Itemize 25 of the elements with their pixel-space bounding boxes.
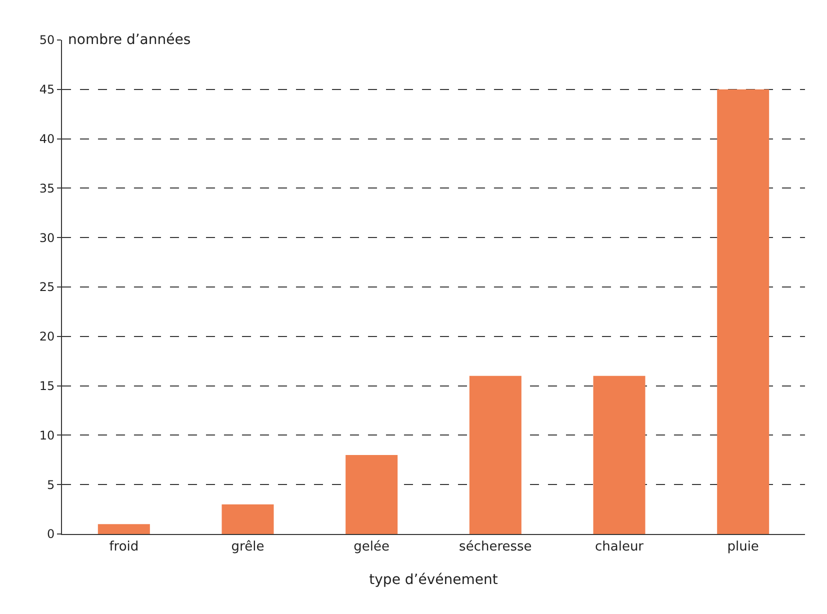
bar xyxy=(222,504,274,534)
x-tick-label: grêle xyxy=(231,540,264,555)
y-tick-label: 0 xyxy=(46,527,55,542)
y-tick-label: 35 xyxy=(39,181,55,196)
x-tick-label: froid xyxy=(109,540,139,555)
y-tick-label: 25 xyxy=(39,280,55,294)
y-tick-label: 20 xyxy=(39,330,55,344)
bar xyxy=(469,376,522,534)
x-axis-title: type d’événement xyxy=(369,572,498,588)
x-tick-label: sécheresse xyxy=(459,540,532,555)
bar xyxy=(593,376,646,534)
bar xyxy=(717,89,770,534)
x-tick-label: gelée xyxy=(354,540,390,555)
y-axis-title: nombre d’années xyxy=(68,32,191,48)
y-tick-label: 50 xyxy=(39,33,55,48)
y-tick-label: 10 xyxy=(39,428,55,442)
y-tick-label: 45 xyxy=(39,82,55,97)
y-tick-label: 15 xyxy=(39,379,55,393)
y-tick-label: 40 xyxy=(39,132,55,146)
x-tick-label: chaleur xyxy=(594,540,644,555)
y-tick-label: 5 xyxy=(46,478,55,492)
bar xyxy=(98,524,150,534)
x-tick-label: pluie xyxy=(727,540,759,555)
y-tick-label: 30 xyxy=(39,230,55,245)
bar xyxy=(346,454,398,534)
